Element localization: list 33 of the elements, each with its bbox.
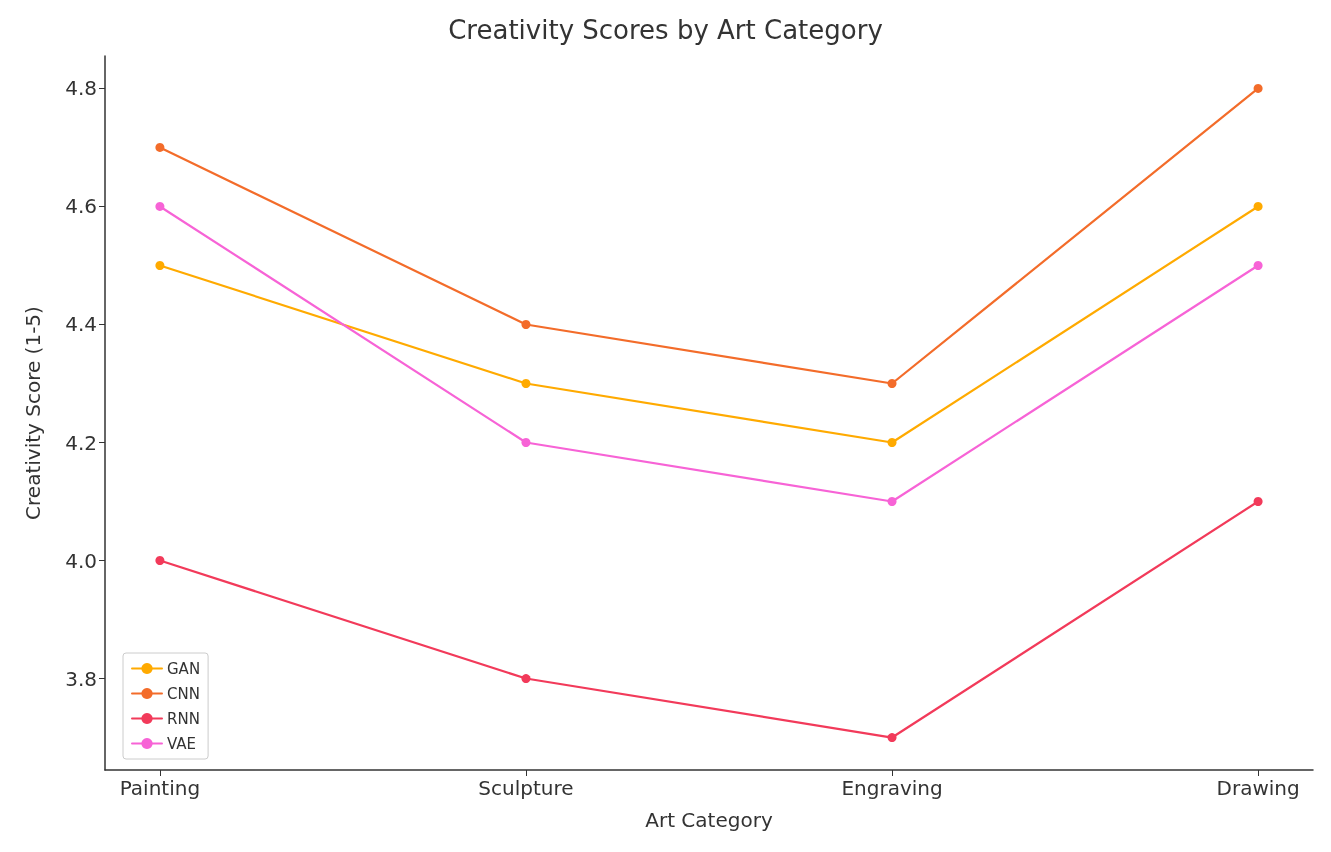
y-tick-label: 4.8 <box>65 76 97 101</box>
legend-label: CNN <box>167 684 200 703</box>
point <box>521 438 531 447</box>
point <box>155 142 165 152</box>
y-tick-label: 4.6 <box>65 194 97 219</box>
legend-label: VAE <box>167 734 197 753</box>
y-tick-label: 4.2 <box>65 430 97 455</box>
point <box>1253 497 1263 507</box>
point <box>521 379 531 388</box>
point <box>1253 201 1263 211</box>
x-tick-label: Drawing <box>1216 776 1300 800</box>
legend-label: GAN <box>167 659 201 678</box>
y-tick-label: 3.8 <box>65 666 97 691</box>
x-tick-label: Engraving <box>841 776 943 800</box>
point <box>887 438 897 447</box>
x-axis-title: Art Category <box>645 808 773 832</box>
point <box>155 260 165 270</box>
point <box>1253 260 1263 270</box>
point <box>887 379 897 388</box>
point <box>521 319 531 329</box>
legend-label: RNN <box>167 709 200 728</box>
point <box>155 201 165 211</box>
point <box>887 497 897 507</box>
y-axis-title: Creativity Score (1-5) <box>21 306 45 520</box>
chart-title: Creativity Scores by Art Category <box>448 15 883 45</box>
x-tick-label: Sculpture <box>478 776 574 800</box>
point <box>155 556 165 566</box>
point <box>1253 83 1263 93</box>
y-tick-label: 4.4 <box>65 312 97 337</box>
y-tick-label: 4.0 <box>65 548 97 573</box>
point <box>887 733 897 743</box>
point <box>521 674 531 684</box>
x-tick-label: Painting <box>119 776 201 800</box>
